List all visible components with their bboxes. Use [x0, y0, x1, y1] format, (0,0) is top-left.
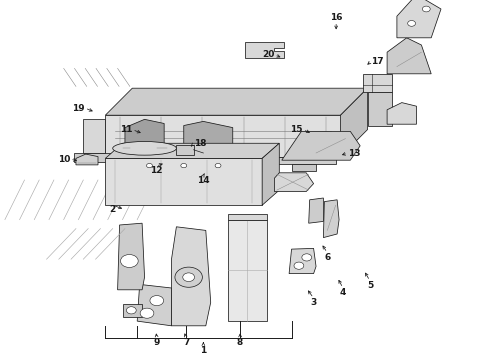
Polygon shape	[105, 143, 279, 158]
Polygon shape	[387, 38, 431, 74]
Text: 10: 10	[58, 154, 70, 163]
Polygon shape	[176, 145, 194, 155]
Circle shape	[294, 262, 304, 269]
Circle shape	[147, 163, 152, 168]
Text: 2: 2	[110, 205, 116, 214]
Circle shape	[175, 267, 202, 287]
Circle shape	[150, 296, 164, 306]
Circle shape	[215, 163, 221, 168]
Polygon shape	[137, 284, 172, 326]
Text: 20: 20	[262, 50, 274, 59]
Polygon shape	[105, 158, 262, 205]
Text: 18: 18	[194, 139, 206, 148]
Polygon shape	[289, 248, 316, 274]
Polygon shape	[83, 119, 105, 153]
Polygon shape	[174, 164, 198, 171]
Polygon shape	[125, 164, 149, 171]
Circle shape	[121, 255, 138, 267]
Polygon shape	[76, 154, 98, 165]
Circle shape	[181, 163, 187, 168]
Text: 16: 16	[330, 13, 343, 22]
Text: 19: 19	[72, 104, 85, 112]
Ellipse shape	[113, 141, 176, 155]
Polygon shape	[243, 164, 267, 171]
Text: 13: 13	[348, 149, 361, 158]
Circle shape	[140, 308, 154, 318]
Circle shape	[126, 307, 136, 314]
Polygon shape	[363, 74, 392, 92]
Text: 5: 5	[367, 281, 373, 290]
Polygon shape	[135, 160, 233, 171]
Polygon shape	[105, 88, 368, 115]
Polygon shape	[387, 103, 416, 124]
Text: 15: 15	[290, 125, 303, 134]
Circle shape	[183, 273, 195, 282]
Polygon shape	[262, 143, 279, 205]
Polygon shape	[323, 200, 339, 238]
Polygon shape	[125, 120, 164, 155]
Polygon shape	[228, 214, 267, 220]
Polygon shape	[123, 304, 142, 317]
Text: 9: 9	[153, 338, 160, 347]
Polygon shape	[105, 115, 341, 157]
Text: 14: 14	[196, 176, 209, 185]
Polygon shape	[341, 88, 368, 157]
Polygon shape	[110, 157, 336, 164]
Polygon shape	[172, 227, 211, 326]
Polygon shape	[368, 92, 392, 126]
Text: 3: 3	[311, 298, 317, 307]
Text: 8: 8	[237, 338, 243, 347]
Text: 4: 4	[340, 288, 346, 297]
Text: 7: 7	[183, 338, 190, 347]
Text: 17: 17	[371, 57, 384, 66]
Text: 12: 12	[149, 166, 162, 175]
Polygon shape	[74, 153, 115, 162]
Text: 6: 6	[324, 253, 330, 262]
Polygon shape	[184, 121, 233, 155]
Polygon shape	[274, 173, 314, 192]
Polygon shape	[245, 42, 284, 58]
Polygon shape	[118, 223, 145, 290]
Text: 1: 1	[200, 346, 206, 355]
Polygon shape	[309, 198, 323, 223]
Circle shape	[302, 254, 312, 261]
Polygon shape	[397, 0, 441, 38]
Polygon shape	[292, 164, 316, 171]
Polygon shape	[228, 220, 267, 321]
Circle shape	[408, 21, 416, 26]
Circle shape	[422, 6, 430, 12]
Polygon shape	[282, 131, 360, 160]
Text: 11: 11	[120, 125, 132, 134]
